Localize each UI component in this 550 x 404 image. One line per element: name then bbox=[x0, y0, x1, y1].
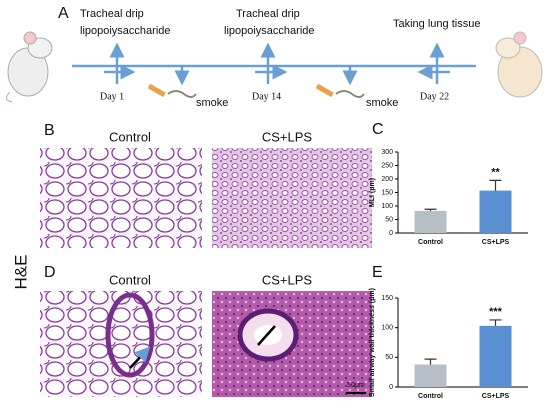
panel-label: D bbox=[44, 264, 56, 281]
image-label: Control bbox=[109, 272, 151, 287]
mouse bbox=[495, 31, 543, 98]
bar bbox=[414, 210, 447, 233]
bar bbox=[479, 190, 512, 233]
histology-image bbox=[40, 291, 202, 397]
y-tick-label: 150 bbox=[381, 295, 393, 302]
histology-image bbox=[212, 291, 372, 397]
y-tick-label: 0 bbox=[389, 384, 393, 391]
bar bbox=[479, 325, 512, 387]
cigarette bbox=[147, 83, 365, 98]
error-bar bbox=[489, 179, 502, 191]
image-label: CS+LPS bbox=[262, 129, 313, 144]
event-title: Tracheal drip bbox=[236, 8, 300, 20]
x-tick-label: Control bbox=[418, 239, 443, 246]
error-bar bbox=[424, 208, 437, 211]
histology-image bbox=[40, 148, 202, 248]
smoke-label: smoke bbox=[366, 97, 398, 109]
event-day: Day 14 bbox=[252, 91, 281, 102]
scale-bar: 50μm bbox=[347, 382, 365, 389]
bar bbox=[414, 364, 447, 387]
y-tick-label: 100 bbox=[381, 325, 393, 332]
y-tick-label: 0 bbox=[389, 230, 393, 237]
smoke-label: smoke bbox=[196, 97, 228, 109]
significance: *** bbox=[489, 306, 503, 318]
y-tick-label: 50 bbox=[385, 216, 393, 223]
event-subtitle: lipopoiysaccharide bbox=[224, 25, 315, 37]
y-tick-label: 150 bbox=[381, 189, 393, 196]
y-tick-label: 100 bbox=[381, 203, 393, 210]
histology-image bbox=[212, 148, 372, 248]
error-bar bbox=[424, 358, 437, 365]
event-arrows bbox=[104, 42, 450, 86]
x-tick-label: CS+LPS bbox=[482, 393, 510, 400]
image-label: CS+LPS bbox=[262, 272, 313, 287]
event-title: Taking lung tissue bbox=[393, 18, 480, 30]
event-day: Day 22 bbox=[420, 91, 449, 102]
error-bar bbox=[489, 319, 502, 326]
significance: ** bbox=[491, 166, 500, 178]
y-tick-label: 200 bbox=[381, 176, 393, 183]
stain-label: H&E bbox=[11, 255, 30, 290]
panel-label: E bbox=[372, 264, 383, 281]
y-axis-label: Small airway wall thickness (μm) bbox=[369, 288, 376, 397]
panel-label: B bbox=[44, 122, 55, 139]
y-tick-label: 300 bbox=[381, 149, 393, 156]
y-tick-label: 50 bbox=[385, 354, 393, 361]
y-axis-label: MLI (μm) bbox=[369, 178, 376, 207]
image-label: Control bbox=[109, 129, 151, 144]
panel-label: C bbox=[372, 121, 384, 138]
event-subtitle: lipopoiysaccharide bbox=[80, 25, 171, 37]
x-tick-label: Control bbox=[418, 393, 443, 400]
x-tick-label: CS+LPS bbox=[482, 239, 510, 246]
mouse bbox=[6, 31, 53, 103]
event-title: Tracheal drip bbox=[80, 8, 144, 20]
event-day: Day 1 bbox=[100, 91, 124, 102]
y-tick-label: 250 bbox=[381, 162, 393, 169]
panel-label: A bbox=[58, 5, 69, 22]
